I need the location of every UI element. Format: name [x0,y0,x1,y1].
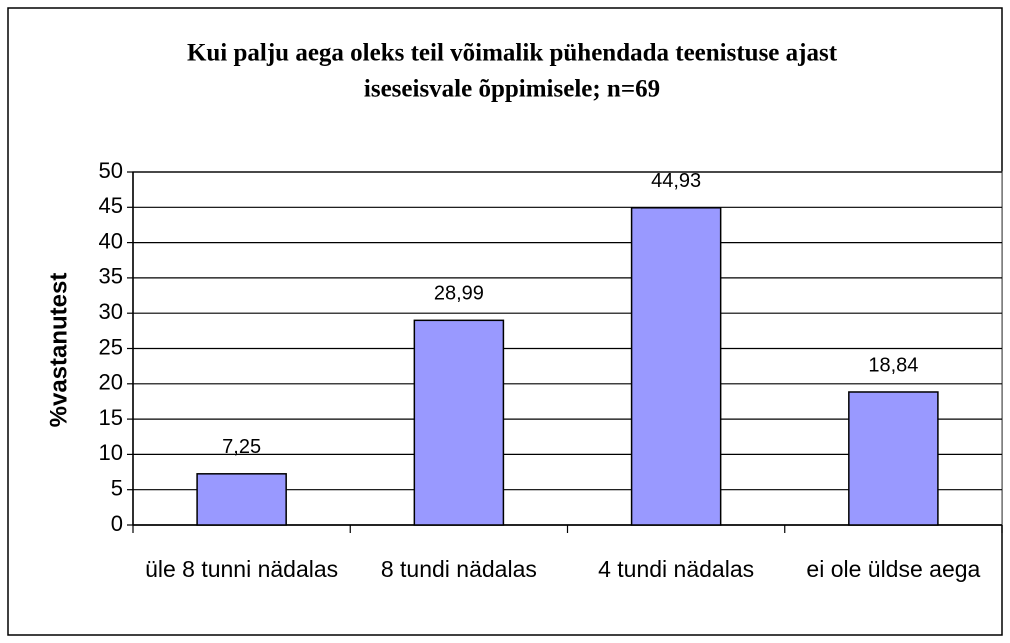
x-tick-label: üle 8 tunni nädalas [145,556,339,582]
x-tick-label: ei ole üldse aega [806,556,981,582]
chart-title: iseseisvale õppimisele; n=69 [364,76,660,103]
data-label: 18,84 [868,354,918,376]
y-tick-label: 50 [99,158,123,183]
y-tick-label: 30 [99,299,123,324]
data-label: 44,93 [651,170,701,192]
bar [848,391,939,526]
y-tick-label: 0 [111,511,123,536]
y-tick-label: 15 [99,405,123,430]
y-tick-label: 45 [99,193,123,218]
y-tick-label: 20 [99,370,123,395]
bar [630,207,722,526]
x-tick-label: 8 tundi nädalas [380,556,537,582]
y-axis-label: %vastanutest [45,273,72,428]
bar [413,319,505,526]
bar [196,473,287,526]
chart-title: Kui palju aega oleks teil võimalik pühen… [187,40,838,67]
data-label: 7,25 [222,436,261,458]
y-tick-label: 25 [99,334,123,359]
data-label: 28,99 [434,283,484,305]
y-tick-label: 35 [99,264,123,289]
y-tick-label: 10 [99,440,123,465]
x-tick-label: 4 tundi nädalas [598,556,755,582]
y-tick-label: 5 [111,476,123,501]
y-tick-label: 40 [99,228,123,253]
